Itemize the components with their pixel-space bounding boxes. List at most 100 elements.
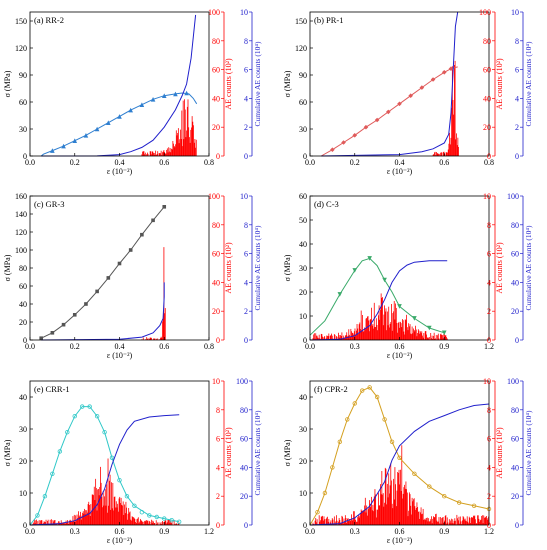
cumulative-tick-label: 60: [511, 435, 519, 444]
ae-counts-series: [141, 99, 197, 156]
x-tick-label: 1.2: [484, 342, 494, 351]
ae-tick-label: 0: [487, 152, 491, 161]
cumulative-tick-label: 10: [240, 192, 248, 201]
stress-marker: [315, 510, 320, 515]
x-tick-label: 0.6: [395, 527, 405, 536]
stress-marker: [128, 248, 133, 252]
panel-label: (e) CRR-1: [34, 384, 70, 394]
cumulative-tick-label: 2: [244, 123, 248, 132]
ae-tick-label: 10: [483, 377, 491, 386]
cumulative-axis-title: Cumulative AE counts (10⁴): [253, 410, 262, 495]
cumulative-tick-label: 40: [240, 463, 248, 472]
stress-marker: [150, 97, 156, 102]
stress-marker: [430, 77, 436, 82]
stress-marker: [367, 385, 372, 390]
stress-marker: [117, 478, 122, 483]
cumulative-tick-label: 4: [244, 94, 248, 103]
ae-tick-label: 100: [208, 8, 220, 17]
x-axis-title: ε (10⁻²): [387, 536, 413, 545]
stress-marker: [162, 205, 167, 209]
panel-label: (f) CPR-2: [314, 384, 348, 394]
y-left-tick-label: 150: [15, 17, 27, 26]
ae-tick-label: 20: [483, 123, 491, 132]
stress-marker: [50, 148, 55, 153]
stress-marker: [154, 514, 159, 520]
x-tick-label: 0.9: [159, 527, 169, 536]
stress-marker: [184, 90, 189, 96]
stress-marker: [61, 143, 66, 149]
ae-tick-label: 80: [483, 37, 491, 46]
ae-axis-title: AE counts (10²): [224, 58, 233, 110]
cumulative-tick-label: 60: [240, 435, 248, 444]
y-left-tick-label: 0: [303, 336, 307, 345]
y-left-tick-label: 10: [299, 312, 307, 321]
cumulative-tick-label: 0: [515, 521, 519, 530]
ae-tick-label: 60: [212, 250, 220, 259]
cumulative-tick-label: 0: [515, 152, 519, 161]
y-left-tick-label: 30: [299, 425, 307, 434]
stress-marker: [117, 261, 122, 266]
panel-label: (b) PR-1: [314, 15, 344, 25]
stress-marker: [95, 289, 99, 294]
stress-marker: [408, 93, 413, 98]
stress-strain-line: [309, 257, 445, 336]
ae-tick-label: 2: [487, 307, 491, 316]
cumulative-tick-label: 6: [515, 66, 519, 75]
x-tick-label: 0.8: [484, 158, 494, 167]
cumulative-ae-line: [321, 11, 459, 157]
ae-tick-label: 60: [212, 66, 220, 75]
cumulative-tick-label: 4: [244, 278, 248, 287]
cumulative-tick-label: 10: [240, 8, 248, 17]
x-tick-label: 0.3: [70, 527, 80, 536]
stress-marker: [389, 439, 395, 444]
cumulative-tick-label: 100: [236, 377, 248, 386]
cumulative-ae-line: [309, 260, 448, 341]
y-left-tick-label: 30: [19, 425, 27, 434]
cumulative-tick-label: 2: [515, 123, 519, 132]
ae-tick-label: 0: [216, 336, 220, 345]
y-left-tick-label: 120: [15, 44, 27, 53]
ae-tick-label: 6: [487, 435, 491, 444]
y-left-tick-label: 120: [15, 228, 27, 237]
cumulative-tick-label: 8: [244, 221, 248, 230]
x-tick-label: 0.4: [395, 158, 405, 167]
y-left-tick-label: 80: [19, 264, 27, 273]
stress-marker: [72, 138, 78, 143]
y-left-tick-label: 30: [299, 264, 307, 273]
stress-marker: [140, 232, 144, 237]
x-tick-label: 0.6: [159, 158, 169, 167]
ae-tick-label: 40: [483, 94, 491, 103]
ae-counts-series: [432, 60, 459, 156]
stress-marker: [456, 500, 462, 505]
y-left-tick-label: 150: [295, 17, 307, 26]
ae-counts-series: [312, 445, 489, 525]
ae-tick-label: 8: [487, 406, 491, 415]
ae-tick-label: 0: [216, 152, 220, 161]
y-left-tick-label: 160: [15, 192, 27, 201]
stress-marker: [65, 430, 70, 435]
ae-tick-label: 2: [216, 492, 220, 501]
x-tick-label: 0.9: [439, 342, 449, 351]
cumulative-tick-label: 8: [515, 37, 519, 46]
ae-tick-label: 60: [483, 66, 491, 75]
cumulative-tick-label: 6: [244, 66, 248, 75]
y-left-tick-label: 20: [299, 288, 307, 297]
panel-label: (a) RR-2: [34, 15, 64, 25]
cumulative-tick-label: 8: [244, 37, 248, 46]
cumulative-ae-line: [41, 14, 197, 157]
ae-tick-label: 40: [212, 94, 220, 103]
stress-marker: [352, 133, 358, 138]
plot-frame: [309, 195, 490, 341]
x-axis-title: ε (10⁻²): [107, 536, 133, 545]
cumulative-ae-line: [29, 414, 180, 526]
x-tick-label: 0.8: [204, 342, 214, 351]
x-tick-label: 0.6: [159, 342, 169, 351]
stress-marker: [147, 513, 152, 518]
x-axis-title: ε (10⁻²): [107, 167, 133, 176]
cumulative-axis-title: Cumulative AE counts (10⁴): [253, 225, 262, 310]
y-left-tick-label: 50: [299, 216, 307, 225]
stress-marker: [106, 276, 111, 280]
cumulative-tick-label: 40: [511, 278, 519, 287]
